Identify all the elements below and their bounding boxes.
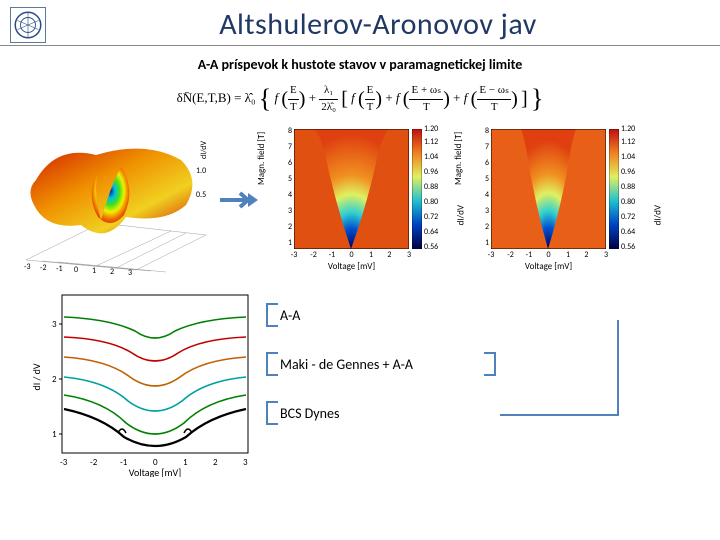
svg-text:-2: -2 xyxy=(40,263,47,273)
heatmap1-yticks: 12 34 56 78 xyxy=(282,125,292,253)
svg-text:-3: -3 xyxy=(24,262,31,272)
svg-text:-1: -1 xyxy=(120,457,128,468)
eq-f3-num: E + ωₛ xyxy=(409,83,443,99)
heatmap1-xticks: -3-2 -10 12 3 xyxy=(294,250,409,260)
heatmap1-xlabel: Voltage [mV] xyxy=(294,261,409,272)
heatmap1-ylabel: Magn. field [T] xyxy=(256,132,267,185)
svg-text:2: 2 xyxy=(110,267,114,275)
heatmap1-cticks: 0.560.64 0.720.80 0.880.96 1.041.12 1.20 xyxy=(424,125,450,253)
logo-badge xyxy=(10,7,46,43)
linechart-ylabel: dI / dV xyxy=(30,364,43,391)
equation: δN̄(E,T,B) = λ̂₀ { f (ET) + λ₁2λ̂₀ [ f (… xyxy=(0,81,720,117)
eq-f2-num: E xyxy=(365,83,376,99)
line-chart: 123 -3-2-1 0123 Voltage [mV] dI / dV xyxy=(30,287,260,477)
svg-text:1.0: 1.0 xyxy=(196,166,206,176)
heatmap2-ylabel: Magn. field [T] xyxy=(453,132,464,185)
arrow-icon xyxy=(218,125,258,275)
heatmap2-yticks: 12 34 56 78 xyxy=(479,125,489,253)
chart-3d-surface: 1.0 0.5 dI/dV -3 -2 -1 0 1 2 3 xyxy=(6,125,216,275)
legend-bcs-label: BCS Dynes xyxy=(280,405,339,422)
eq-lhs: δN̄(E,T,B) = λ̂₀ xyxy=(177,90,256,105)
svg-text:-1: -1 xyxy=(56,264,63,274)
legend-aa-label: A-A xyxy=(280,307,300,324)
heatmap-2: Magn. field [T] dI/dV Voltage [mV] 12 34… xyxy=(457,125,652,275)
svg-text:2: 2 xyxy=(213,457,218,468)
eq-f3-den: T xyxy=(409,100,443,115)
bottom-row: 123 -3-2-1 0123 Voltage [mV] dI / dV A-A… xyxy=(0,275,720,477)
svg-text:3: 3 xyxy=(52,319,57,330)
svg-text:1: 1 xyxy=(52,429,57,440)
eq-f4-den: T xyxy=(477,100,511,115)
svg-text:3: 3 xyxy=(243,457,248,468)
svg-text:0.5: 0.5 xyxy=(196,190,206,200)
eq-f1-num: E xyxy=(288,83,299,99)
legend-maki-label: Maki - de Gennes + A-A xyxy=(280,356,413,373)
legend-maki: Maki - de Gennes + A-A xyxy=(280,356,480,373)
svg-text:-3: -3 xyxy=(60,457,68,468)
heatmap2-xlabel: Voltage [mV] xyxy=(491,261,606,272)
heatmap2-xticks: -3-2 -10 12 3 xyxy=(491,250,606,260)
svg-text:1: 1 xyxy=(92,266,96,275)
eq-coef-num: λ₁ xyxy=(319,83,338,99)
heatmap-1: Magn. field [T] dI/dV Voltage [mV] 12 34… xyxy=(260,125,455,275)
svg-text:3: 3 xyxy=(128,268,132,275)
svg-text:0: 0 xyxy=(74,265,78,275)
eq-f2-den: T xyxy=(365,100,376,115)
eq-f1-den: T xyxy=(288,100,299,115)
eq-f4-num: E − ωₛ xyxy=(477,83,511,99)
svg-text:-2: -2 xyxy=(90,457,98,468)
eq-coef-den: 2λ̂₀ xyxy=(319,100,338,115)
heatmap2-cticks: 0.560.64 0.720.80 0.880.96 1.041.12 1.20 xyxy=(621,125,647,253)
linechart-xlabel: Voltage [mV] xyxy=(129,466,182,477)
header-bar: Altshulerov-Aronovov jav xyxy=(0,0,720,46)
legend-bcs: BCS Dynes xyxy=(280,405,480,422)
logo-icon xyxy=(13,10,43,40)
svg-text:2: 2 xyxy=(52,374,57,385)
svg-text:dI/dV: dI/dV xyxy=(199,141,209,160)
charts-row: 1.0 0.5 dI/dV -3 -2 -1 0 1 2 3 xyxy=(0,117,720,275)
legend-aa: A-A xyxy=(280,307,480,324)
svg-text:1: 1 xyxy=(183,457,188,468)
page-title: Altshulerov-Aronovov jav xyxy=(46,6,710,43)
heatmap2-clabel: dI/dV xyxy=(652,205,663,225)
legend-column: A-A Maki - de Gennes + A-A BCS Dynes xyxy=(280,287,480,422)
subtitle: A-A príspevok k hustote stavov v paramag… xyxy=(0,56,720,73)
